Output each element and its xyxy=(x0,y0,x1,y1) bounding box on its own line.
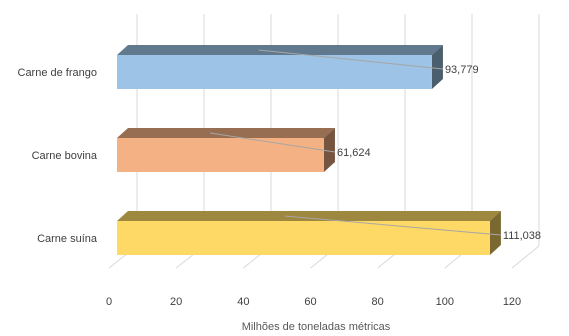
x-tick-label: 80 xyxy=(372,296,384,308)
x-tick-label: 60 xyxy=(304,296,316,308)
data-label-leader xyxy=(258,49,443,70)
bar-side-face xyxy=(489,211,501,255)
bar xyxy=(117,221,490,255)
x-tick-label: 20 xyxy=(170,296,182,308)
bar-top-face xyxy=(117,128,335,138)
x-axis-title: Milhões de toneladas métricas xyxy=(242,321,391,333)
data-labels: 93,779 61,624 111,038 xyxy=(210,49,541,242)
bar xyxy=(117,55,432,89)
category-label: Carne de frango xyxy=(18,67,98,79)
bar-top-face xyxy=(117,45,443,55)
bar-side-face xyxy=(431,45,443,89)
data-label-leader xyxy=(284,215,501,236)
data-label: 93,779 xyxy=(445,64,479,76)
bars xyxy=(117,45,501,255)
category-label: Carne bovina xyxy=(32,150,98,162)
category-labels: Carne de frango Carne bovina Carne suína xyxy=(18,67,98,245)
x-tick-label: 100 xyxy=(436,296,454,308)
x-tick-label: 120 xyxy=(503,296,521,308)
data-label: 61,624 xyxy=(337,147,371,159)
x-tick-label: 0 xyxy=(106,296,112,308)
data-label: 111,038 xyxy=(503,230,541,242)
bar xyxy=(117,138,324,172)
floor-gridline xyxy=(511,245,540,269)
x-axis-ticks: 0 20 40 60 80 100 120 xyxy=(106,296,521,308)
category-label: Carne suína xyxy=(37,233,98,245)
bar-side-face xyxy=(323,128,335,172)
data-label-leader xyxy=(210,132,336,153)
bar-top-face xyxy=(117,211,501,221)
x-tick-label: 40 xyxy=(237,296,249,308)
